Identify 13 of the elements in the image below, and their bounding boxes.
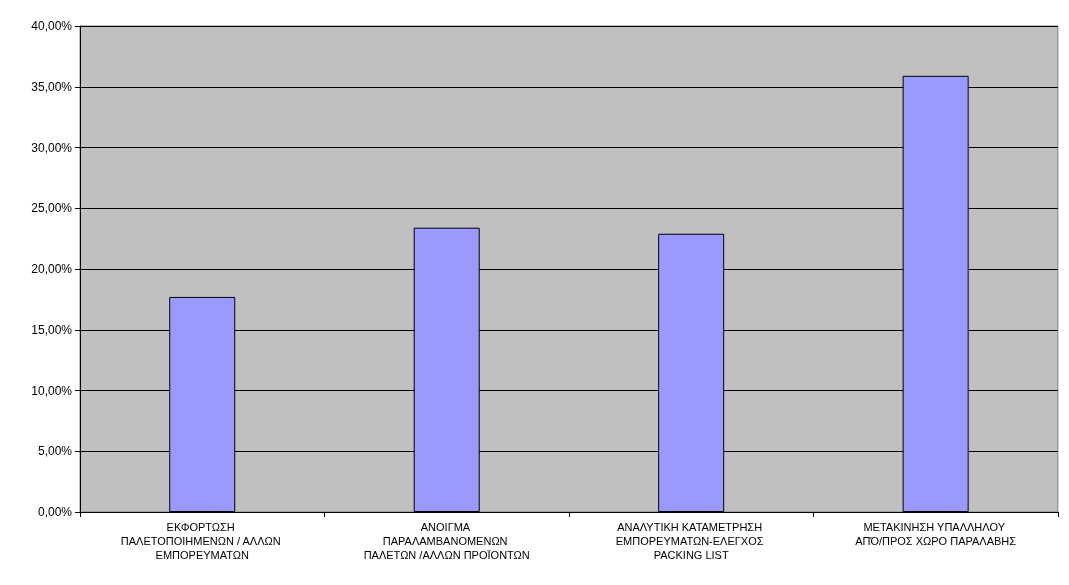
x-tick-label: ΑΝΟΙΓΜΑ ΠΑΡΑΛΑΜΒΑΝΟΜΕΝΩΝ ΠΑΛΕΤΩΝ /ΑΛΛΩΝ ΠΡΟΪΟΝΤΩΝ: [363, 521, 530, 561]
y-tick-label: 20,00%: [31, 262, 73, 276]
y-tick-label: 35,00%: [31, 79, 73, 94]
x-tick-label: ΜΕΤΑΚΙΝΗΣΗ ΥΠΑΛΛΗΛΟΥ ΑΠΌ/ΠΡΟΣ ΧΩΡΟ ΠΑΡΑΛΑΒΗΣ: [855, 521, 1017, 547]
x-tick-label: ΕΚΦΟΡΤΩΣΗ ΠΑΛΕΤΟΠΟΙΗΜΕΝΩΝ / ΑΛΛΩΝ ΕΜΠΟΡΕΥΜΑΤΩΝ: [120, 521, 284, 561]
y-tick-label: 15,00%: [31, 322, 73, 337]
y-tick-label: 10,00%: [31, 383, 73, 398]
x-tick-label: ΑΝΑΛΥΤΙΚΗ ΚΑΤΑΜΕΤΡΗΣΗ ΕΜΠΟΡΕΥΜΑΤΩΝ-ΕΛΕΓΧΟΣ PACKING LIST: [615, 521, 767, 561]
y-tick-label: 5,00%: [37, 444, 73, 459]
y-tick-label: 25,00%: [31, 201, 73, 216]
y-tick-label: 30,00%: [31, 140, 73, 155]
y-tick-label: 0,00%: [37, 505, 73, 519]
y-tick-label: 40,00%: [31, 19, 73, 33]
